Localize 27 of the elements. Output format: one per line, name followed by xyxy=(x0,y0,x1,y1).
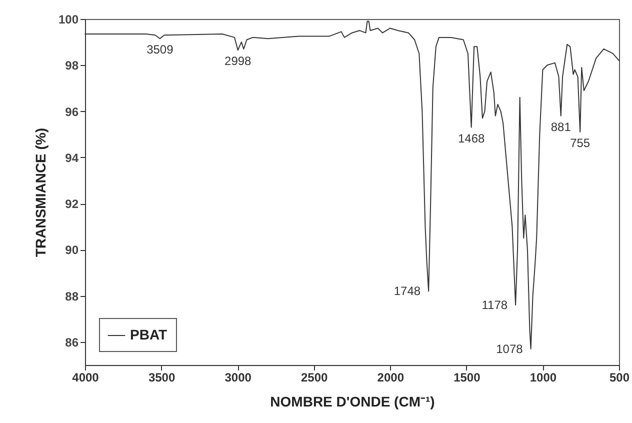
annotation: 1468 xyxy=(458,131,485,146)
x-tick-label: 1500 xyxy=(454,370,481,384)
x-tick-label: 3000 xyxy=(224,370,252,384)
annotation: 3509 xyxy=(146,42,174,57)
y-tick-label: 98 xyxy=(65,58,79,73)
y-tick-label: 94 xyxy=(65,150,79,165)
annotation: 1078 xyxy=(496,342,524,356)
x-tick-label: 2000 xyxy=(377,370,404,384)
annotation: 881 xyxy=(550,120,572,134)
annotation: 1178 xyxy=(482,298,508,312)
x-axis-title: NOMBRE D'ONDE (CM⁻¹) xyxy=(270,394,435,410)
legend-label: PBAT xyxy=(130,326,168,342)
x-tick-label: 3500 xyxy=(148,370,176,384)
y-tick-label: 96 xyxy=(65,104,79,119)
y-tick-label: 86 xyxy=(65,335,79,350)
x-tick-label: 500 xyxy=(609,370,630,384)
y-tick-label: 90 xyxy=(65,243,79,258)
annotation: 2998 xyxy=(224,54,252,68)
y-tick-label: 92 xyxy=(65,197,79,212)
y-axis-title: TRANSMIANCE (%) xyxy=(32,128,48,258)
y-tick-label: 88 xyxy=(65,289,79,304)
x-tick-label: 1000 xyxy=(530,370,557,384)
annotation: 755 xyxy=(570,136,590,150)
y-tick-label: 100 xyxy=(58,12,79,26)
x-tick-label: 2500 xyxy=(301,370,328,384)
x-tick-label: 4000 xyxy=(72,370,100,384)
annotation: 1748 xyxy=(394,284,421,298)
